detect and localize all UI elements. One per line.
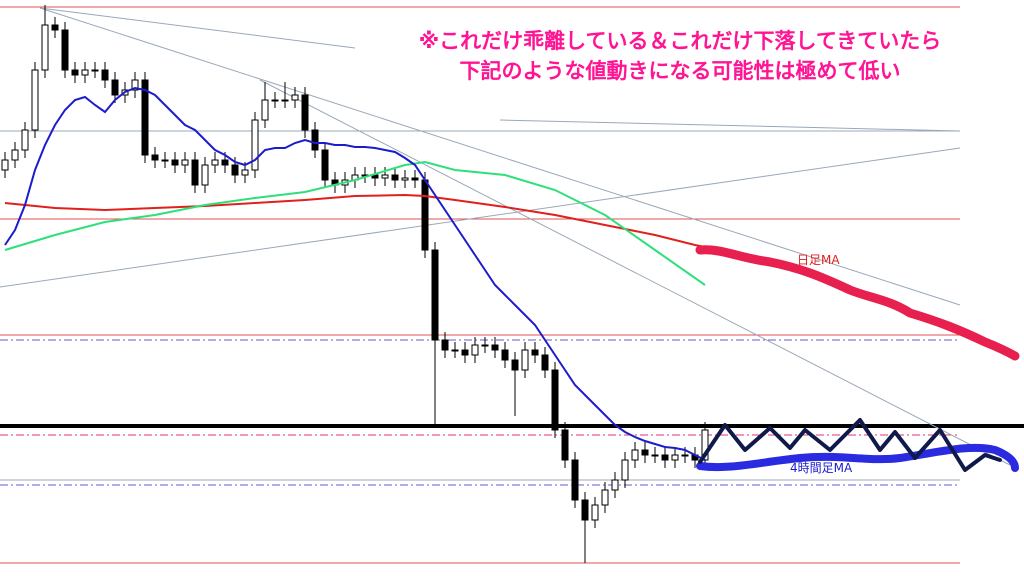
candle-body bbox=[581, 499, 589, 521]
ma-line bbox=[4, 193, 706, 248]
candle-body bbox=[171, 159, 179, 166]
candle-body bbox=[281, 99, 289, 102]
candle-body bbox=[471, 344, 479, 356]
candle-body bbox=[181, 159, 189, 166]
ma-line bbox=[4, 86, 706, 461]
candle-body bbox=[391, 174, 399, 181]
candle-body bbox=[521, 349, 529, 371]
candle-body bbox=[41, 24, 49, 71]
candle-body bbox=[571, 459, 579, 501]
candle-body bbox=[101, 69, 109, 81]
trend-line bbox=[39, 7, 961, 306]
candle-body bbox=[681, 454, 689, 457]
candle-body bbox=[611, 479, 619, 491]
candle-body bbox=[421, 179, 429, 251]
trend-lines bbox=[0, 7, 1011, 466]
candle-body bbox=[501, 349, 509, 361]
candle-body bbox=[161, 159, 169, 162]
candle-body bbox=[191, 159, 199, 186]
candle-body bbox=[141, 79, 149, 156]
candle-body bbox=[241, 169, 249, 176]
ma-label: 4時間足MA bbox=[790, 461, 853, 475]
candle-body bbox=[51, 24, 59, 31]
trend-line bbox=[259, 79, 1011, 466]
candle-body bbox=[211, 159, 219, 166]
candle-body bbox=[481, 344, 489, 347]
candle-body bbox=[151, 154, 159, 161]
candle-body bbox=[321, 149, 329, 181]
candle-body bbox=[61, 29, 69, 71]
candle-body bbox=[511, 359, 519, 371]
candle-body bbox=[201, 164, 209, 186]
candle-body bbox=[541, 354, 549, 371]
candle-body bbox=[261, 99, 269, 121]
candle-body bbox=[291, 94, 299, 101]
candle-body bbox=[561, 429, 569, 461]
trend-line bbox=[0, 147, 961, 288]
ma-label: 日足MA bbox=[797, 253, 840, 267]
candle-body bbox=[671, 454, 679, 461]
moving-averages bbox=[4, 86, 706, 461]
candle-body bbox=[71, 69, 79, 76]
candle-body bbox=[601, 489, 609, 506]
candle-body bbox=[401, 177, 409, 181]
candle-body bbox=[491, 344, 499, 351]
candle-body bbox=[251, 119, 259, 171]
candle-body bbox=[131, 79, 139, 91]
candle-body bbox=[221, 159, 229, 166]
candles bbox=[1, 5, 709, 563]
candle-body bbox=[431, 249, 439, 341]
candle-body bbox=[11, 149, 19, 161]
candle-body bbox=[451, 349, 459, 352]
candle-body bbox=[631, 449, 639, 461]
candle-body bbox=[231, 164, 239, 176]
candle-body bbox=[411, 177, 419, 181]
h4-ma-projection bbox=[696, 443, 1019, 472]
candle-body bbox=[81, 69, 89, 76]
annotation: 下記のような値動きになる可能性は極めて低い bbox=[460, 59, 901, 83]
candle-body bbox=[641, 449, 649, 456]
trend-line bbox=[499, 119, 961, 132]
candle-body bbox=[271, 99, 279, 102]
candle-body bbox=[651, 454, 659, 457]
candle-body bbox=[21, 129, 29, 151]
projections bbox=[695, 245, 1020, 472]
candle-body bbox=[531, 349, 539, 356]
candle-body bbox=[381, 174, 389, 179]
candle-body bbox=[311, 129, 319, 151]
daily-ma-projection bbox=[695, 245, 1020, 361]
candle-body bbox=[461, 349, 469, 356]
annotation: ※これだけ乖離している＆これだけ下落してきていたら bbox=[419, 29, 942, 53]
candle-body bbox=[301, 94, 309, 131]
candle-body bbox=[31, 69, 39, 131]
candle-body bbox=[551, 369, 559, 431]
candle-body bbox=[91, 69, 99, 72]
candle-body bbox=[111, 79, 119, 96]
price-projection bbox=[698, 418, 1002, 472]
candle-body bbox=[441, 339, 449, 351]
candle-body bbox=[621, 459, 629, 481]
candle-body bbox=[1, 159, 9, 171]
candle-body bbox=[661, 454, 669, 461]
trend-line bbox=[39, 7, 356, 49]
candle-body bbox=[591, 504, 599, 521]
ma-line bbox=[4, 160, 706, 286]
